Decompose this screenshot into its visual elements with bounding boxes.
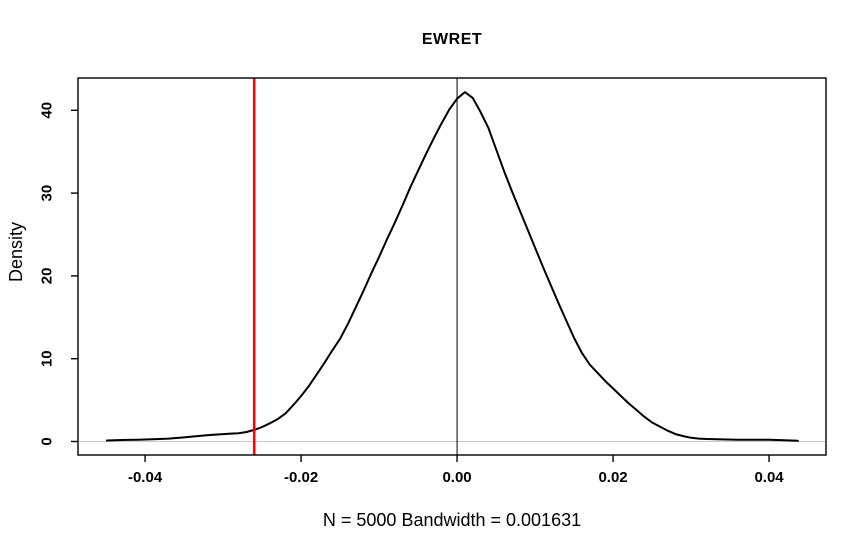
y-axis-title: Density [6, 221, 26, 283]
chart-title: EWRET [421, 31, 483, 48]
x-tick-label: -0.02 [284, 469, 318, 486]
plot-box [77, 77, 827, 456]
y-tick-label: 40 [38, 102, 55, 119]
x-tick-label: -0.04 [128, 469, 163, 486]
x-tick-label: 0.02 [598, 469, 627, 486]
y-tick-label: 20 [38, 268, 55, 285]
x-tick-label: 0.00 [442, 469, 471, 486]
y-tick-label: 0 [39, 437, 56, 445]
y-tick-label: 30 [38, 185, 55, 202]
x-tick-label: 0.04 [754, 469, 784, 486]
y-tick-label: 10 [39, 350, 56, 367]
x-axis-title: N = 5000 Bandwidth = 0.001631 [322, 510, 582, 530]
density-curve [105, 91, 799, 442]
